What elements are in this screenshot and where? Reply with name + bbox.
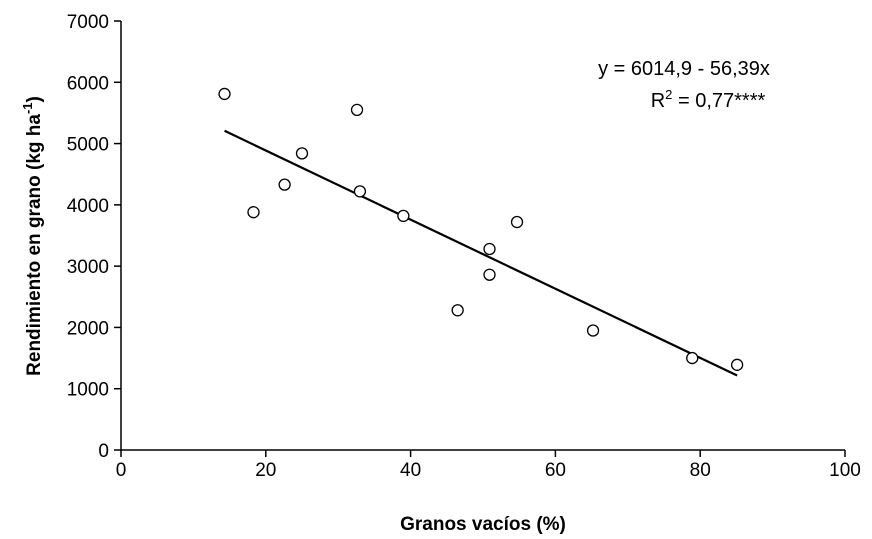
x-tick-label: 60	[545, 460, 566, 481]
y-tick-label: 2000	[67, 318, 109, 339]
data-point	[397, 209, 410, 223]
x-tick-label: 80	[690, 460, 711, 481]
x-axis-title: Granos vacíos (%)	[400, 514, 566, 535]
axes	[120, 21, 845, 451]
x-tick-label: 100	[829, 460, 861, 481]
data-point	[218, 87, 231, 101]
r-squared-prefix: R	[651, 90, 665, 112]
data-point	[295, 147, 309, 160]
y-tick-label: 1000	[67, 380, 109, 401]
y-tick-label: 7000	[67, 12, 109, 33]
data-point	[510, 215, 524, 229]
y-tick-label: 5000	[67, 135, 109, 156]
y-axis-title: Rendimiento en grano (kg ha-1)	[20, 96, 45, 376]
data-point	[483, 268, 496, 281]
r-squared-label: R2 = 0,77****	[651, 87, 766, 112]
data-point	[483, 242, 496, 256]
x-axis-ticks: 0 20 40 60 80 100	[116, 450, 861, 481]
y-tick-label: 3000	[67, 257, 109, 278]
data-point	[350, 103, 364, 117]
y-axis-title-close: )	[24, 96, 45, 102]
data-point	[586, 324, 600, 337]
data-point	[451, 304, 464, 317]
r-squared-value: = 0,77****	[672, 90, 765, 112]
regression-equation: y = 6014,9 - 56,39x	[598, 58, 770, 80]
data-point	[686, 351, 699, 365]
x-tick-label: 0	[116, 460, 127, 481]
trendline-group	[224, 129, 738, 377]
y-axis-ticks: 0 1000 2000 3000 4000 5000 6000 7000	[67, 12, 121, 462]
data-points	[218, 87, 744, 371]
x-tick-label: 20	[255, 460, 276, 481]
x-tick-label: 40	[400, 460, 421, 481]
data-point	[730, 358, 744, 371]
r-squared-superscript: 2	[665, 87, 672, 102]
y-tick-label: 6000	[67, 73, 109, 94]
trendline	[224, 129, 738, 377]
y-axis-title-superscript: -1	[20, 102, 35, 114]
data-point	[353, 185, 367, 198]
data-point	[278, 178, 291, 191]
y-axis-title-main: Rendimiento en grano (kg ha	[24, 114, 45, 376]
y-tick-label: 4000	[67, 196, 109, 217]
y-tick-label: 0	[98, 441, 109, 462]
data-point	[247, 206, 260, 219]
